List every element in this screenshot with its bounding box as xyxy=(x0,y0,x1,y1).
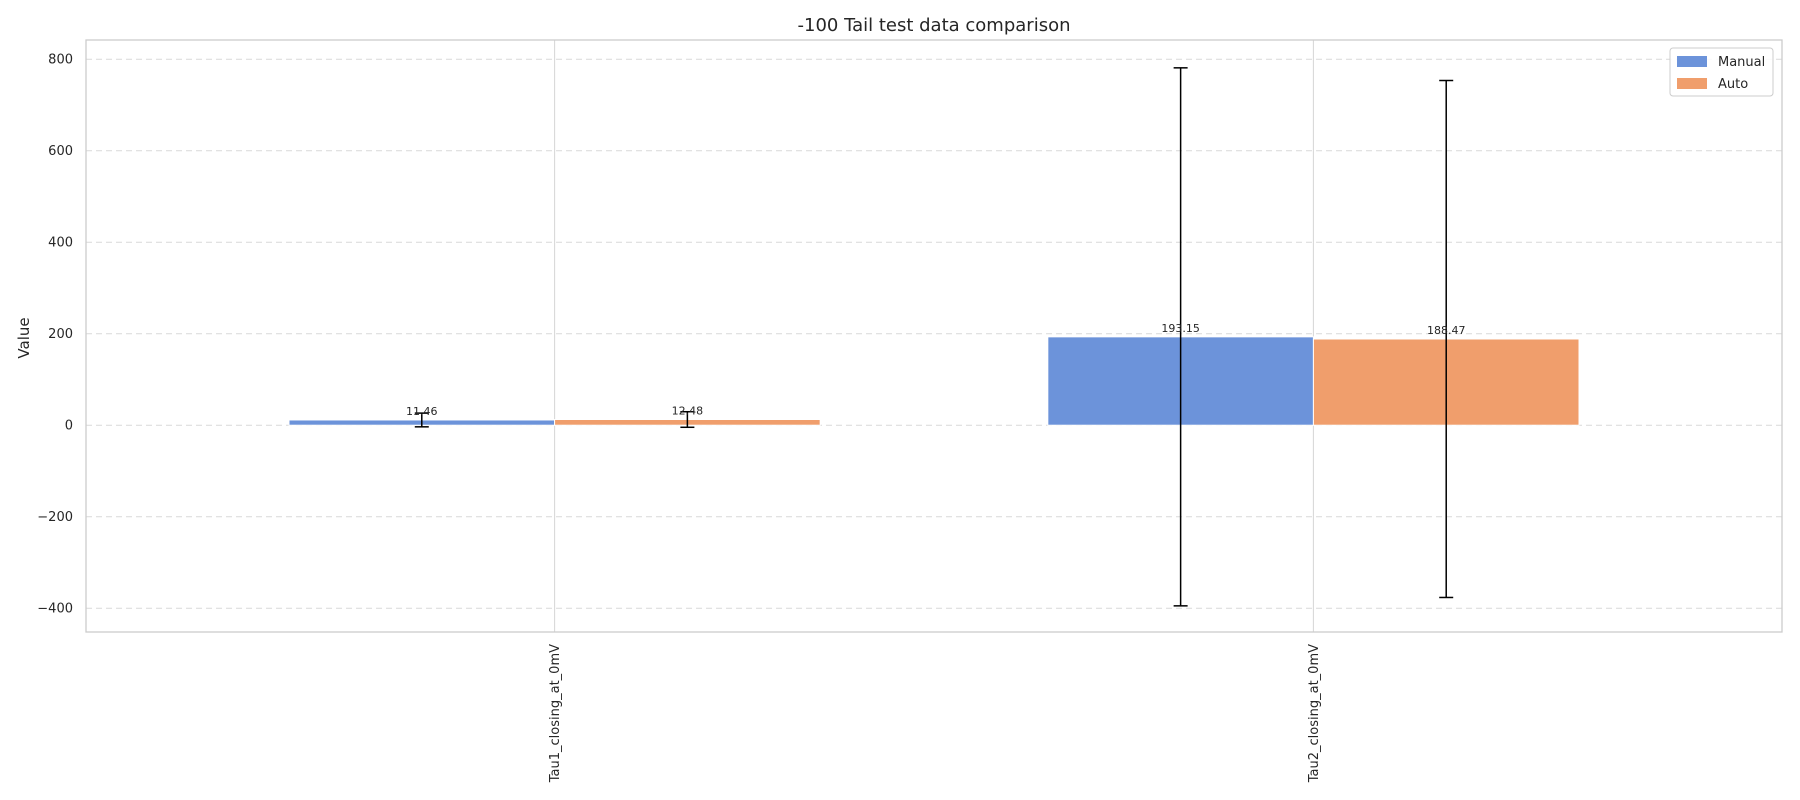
vertical-grid-layer xyxy=(554,40,1314,632)
bars-layer xyxy=(288,336,1580,426)
legend-swatch-auto xyxy=(1677,78,1707,89)
y-tick-label: −200 xyxy=(37,510,73,525)
data-label: 11.46 xyxy=(406,405,438,418)
y-tick-label: 800 xyxy=(48,53,73,68)
legend-label-manual: Manual xyxy=(1718,55,1765,70)
plot-frame xyxy=(85,39,1783,633)
y-tick-label: 0 xyxy=(65,419,73,434)
legend-label-auto: Auto xyxy=(1718,77,1748,92)
y-tick-label: 200 xyxy=(48,327,73,342)
grid-layer xyxy=(86,58,1782,609)
chart-title: -100 Tail test data comparison xyxy=(798,15,1071,36)
y-tick-label: −400 xyxy=(37,602,73,617)
y-ticks-layer: −400 −200 0 200 400 600 800 xyxy=(37,53,73,617)
y-axis-label: Value xyxy=(15,317,33,358)
x-tick-label: Tau2_closing_at_0mV xyxy=(1307,644,1322,783)
data-label: 12.48 xyxy=(672,405,704,418)
legend-swatch-manual xyxy=(1677,56,1707,67)
y-tick-label: 400 xyxy=(48,236,73,251)
data-labels-layer: 11.46 193.15 12.48 188.47 xyxy=(406,322,1465,418)
y-tick-label: 600 xyxy=(48,144,73,159)
error-bars-layer xyxy=(414,67,1454,607)
x-tick-label: Tau1_closing_at_0mV xyxy=(548,644,563,783)
data-label: 193.15 xyxy=(1161,322,1200,335)
legend: Manual Auto xyxy=(1669,47,1774,97)
data-label: 188.47 xyxy=(1427,324,1466,337)
x-ticks-layer: Tau1_closing_at_0mV Tau2_closing_at_0mV xyxy=(548,644,1322,783)
